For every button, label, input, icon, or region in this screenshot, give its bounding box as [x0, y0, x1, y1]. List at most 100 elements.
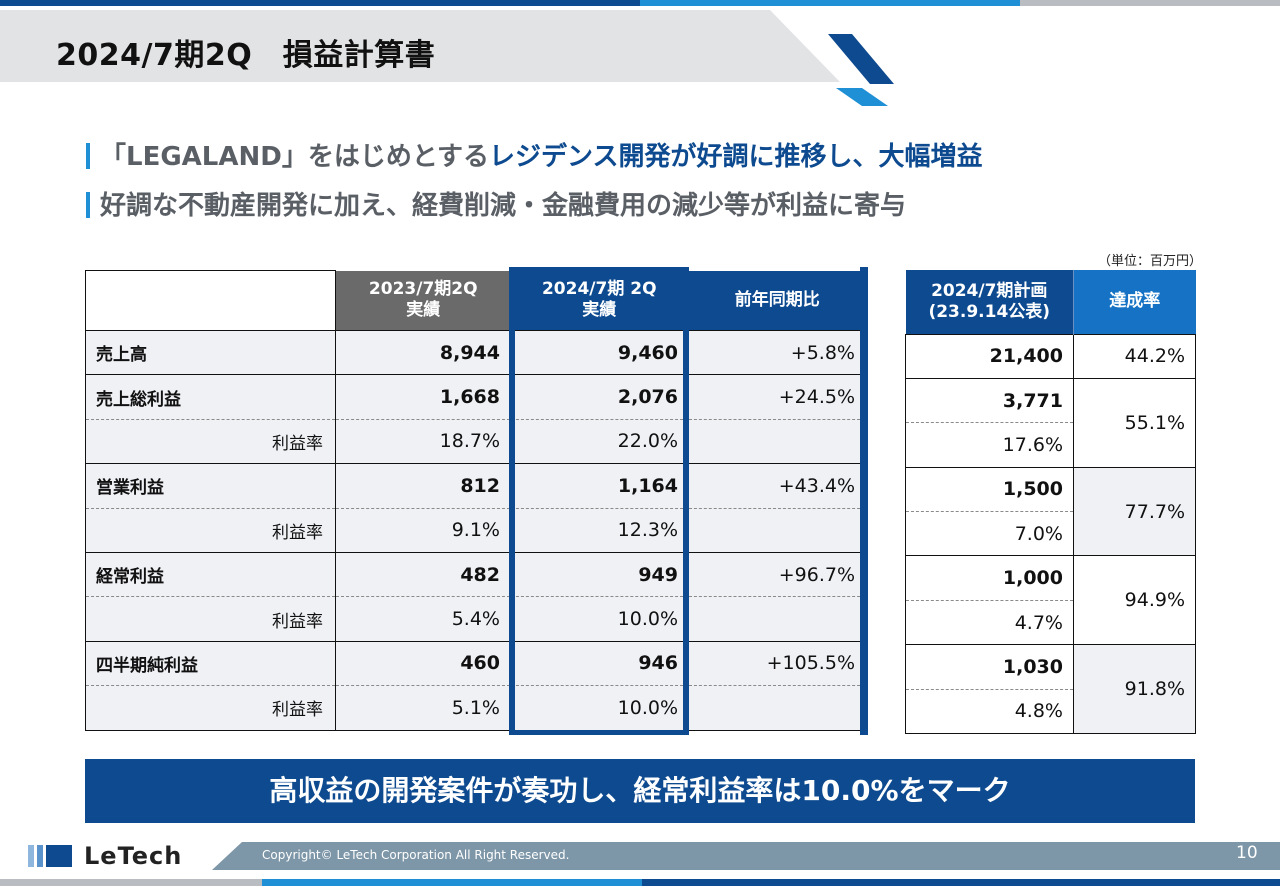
current-value: 949 [510, 551, 689, 598]
top-stripe-navy [0, 0, 640, 6]
current-value: 10.0% [510, 596, 689, 642]
row-label: 営業利益 [85, 463, 336, 509]
current-value: 9,460 [510, 329, 689, 376]
prev-value: 5.4% [335, 596, 511, 642]
page-title: 2024/7期2Q 損益計算書 [56, 38, 436, 73]
plan-value: 7.0% [905, 511, 1074, 557]
current-value: 22.0% [510, 419, 689, 465]
plan-value: 1,030 [905, 644, 1074, 690]
current-value: 946 [510, 640, 689, 687]
plan-row-gross-profit: 3,771 55.1% [905, 377, 1196, 468]
company-logo: LeTech [28, 842, 183, 870]
top-stripe [0, 0, 1280, 6]
top-stripe-blue [640, 0, 1020, 6]
header-blank [85, 270, 336, 331]
logo-square-icon [28, 845, 34, 867]
current-value: 12.3% [510, 508, 689, 553]
table-row-net-margin: 利益率 5.1% 10.0% [85, 685, 866, 731]
brand-name: LeTech [84, 842, 183, 870]
current-value: 1,164 [510, 463, 689, 509]
header-yoy: 前年同期比 [688, 270, 866, 331]
yoy-value: +5.8% [688, 329, 866, 376]
plan-row-sales: 21,400 44.2% [905, 333, 1196, 379]
summary-banner: 高収益の開発案件が奏功し、経常利益率は10.0%をマーク [85, 759, 1195, 823]
achievement-rate: 94.9% [1073, 555, 1196, 646]
achievement-rate: 77.7% [1073, 466, 1196, 557]
achievement-rate: 55.1% [1073, 377, 1196, 468]
achievement-rate: 44.2% [1073, 333, 1196, 379]
prev-value: 1,668 [335, 374, 511, 420]
prev-value: 482 [335, 551, 511, 598]
prev-value: 18.7% [335, 419, 511, 465]
yoy-value: +24.5% [688, 374, 866, 420]
prev-value: 9.1% [335, 508, 511, 553]
table-row-operating-profit: 営業利益 812 1,164 +43.4% [85, 463, 866, 509]
header-prev-year: 2023/7期2Q 実績 [335, 270, 511, 331]
plan-value: 4.7% [905, 600, 1074, 646]
row-label: 経常利益 [85, 551, 336, 598]
plan-row-net-margin: 4.8% [905, 689, 1196, 735]
bottom-stripe-gray [0, 879, 262, 886]
yoy-value [688, 419, 866, 465]
plan-value: 1,000 [905, 555, 1074, 601]
bottom-stripe-navy [642, 879, 1280, 886]
plan-value: 17.6% [905, 422, 1074, 468]
table-row-gross-margin: 利益率 18.7% 22.0% [85, 419, 866, 465]
logo-square-icon [46, 845, 72, 867]
plan-value: 4.8% [905, 689, 1074, 735]
page-number: 10 [1236, 843, 1258, 863]
logo-square-icon [37, 845, 43, 867]
bottom-stripe [0, 879, 1280, 886]
table-row-gross-profit: 売上総利益 1,668 2,076 +24.5% [85, 374, 866, 420]
header-plan: 2024/7期計画 (23.9.14公表) [905, 270, 1074, 334]
prev-value: 8,944 [335, 329, 511, 376]
top-stripe-gray [1020, 0, 1280, 6]
header-current: 2024/7期 2Q 実績 [510, 270, 689, 331]
plan-value: 1,500 [905, 466, 1074, 513]
table-row-net-income: 四半期純利益 460 946 +105.5% [85, 640, 866, 687]
achievement-rate: 91.8% [1073, 644, 1196, 735]
row-label: 利益率 [85, 685, 336, 731]
plan-value: 3,771 [905, 377, 1074, 424]
yoy-value: +105.5% [688, 640, 866, 687]
prev-value: 460 [335, 640, 511, 687]
headline-1: 「LEGALAND」をはじめとするレジデンス開発が好調に推移し、大幅増益 [86, 136, 983, 173]
headline-1-prefix: 「LEGALAND」をはじめとする [100, 142, 490, 172]
table-row-ordinary-margin: 利益率 5.4% 10.0% [85, 596, 866, 642]
footer-band [212, 842, 1280, 870]
yoy-value [688, 685, 866, 731]
headline-2: 好調な不動産開発に加え、経費削減・金融費用の減少等が利益に寄与 [86, 185, 906, 222]
plan-row-ordinary-profit: 1,000 94.9% [905, 555, 1196, 646]
plan-row-gross-margin: 17.6% [905, 422, 1196, 468]
table-row-sales: 売上高 8,944 9,460 +5.8% [85, 329, 866, 376]
plan-value: 21,400 [905, 333, 1074, 379]
row-label: 利益率 [85, 596, 336, 642]
header-achievement-rate: 達成率 [1073, 270, 1196, 334]
copyright: Copyright© LeTech Corporation All Right … [262, 848, 570, 862]
current-value: 10.0% [510, 685, 689, 731]
row-label: 売上総利益 [85, 374, 336, 420]
brand-chevron-icon [828, 34, 894, 106]
headline-1-highlight: レジデンス開発が好調に推移し、大幅増益 [489, 142, 983, 172]
row-label: 売上高 [85, 329, 336, 376]
bottom-stripe-blue [262, 879, 642, 886]
income-statement-table: 2023/7期2Q 実績 2024/7期 2Q 実績 前年同期比 売上高 8,944… [85, 270, 866, 731]
row-label: 四半期純利益 [85, 640, 336, 687]
prev-value: 5.1% [335, 685, 511, 731]
headline-bar [86, 143, 90, 169]
table-row-ordinary-profit: 経常利益 482 949 +96.7% [85, 551, 866, 598]
yoy-value: +96.7% [688, 551, 866, 598]
plan-table: 2024/7期計画 (23.9.14公表) 達成率 21,400 44.2% 3,… [905, 270, 1196, 735]
yoy-value: +43.4% [688, 463, 866, 509]
current-value: 2,076 [510, 374, 689, 420]
plan-row-operating-profit: 1,500 77.7% [905, 466, 1196, 557]
headline-bar [86, 192, 90, 218]
unit-note: （単位：百万円） [1098, 254, 1203, 269]
row-label: 利益率 [85, 419, 336, 465]
yoy-value [688, 508, 866, 553]
plan-row-net-income: 1,030 91.8% [905, 644, 1196, 735]
headline-2-text: 好調な不動産開発に加え、経費削減・金融費用の減少等が利益に寄与 [100, 191, 907, 221]
table-row-operating-margin: 利益率 9.1% 12.3% [85, 508, 866, 553]
row-label: 利益率 [85, 508, 336, 553]
current-period-highlight-edge [860, 267, 868, 735]
